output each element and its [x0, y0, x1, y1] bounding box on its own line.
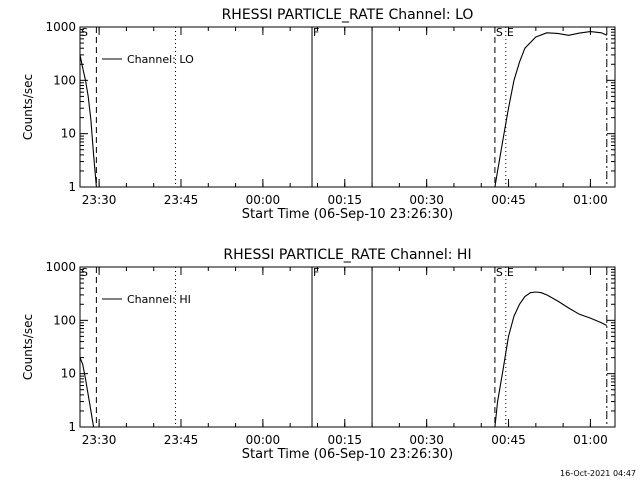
series-line — [494, 291, 608, 428]
plot-frame — [79, 26, 616, 188]
y-axis-label: Counts/sec — [21, 314, 35, 380]
plot-frame — [79, 266, 616, 428]
chart-title: RHESSI PARTICLE_RATE Channel: HI — [223, 247, 471, 263]
event-marker-label: S — [81, 266, 88, 279]
x-tick-label: 23:45 — [164, 193, 199, 207]
event-marker-label: E — [507, 26, 514, 39]
x-tick-label: 00:30 — [409, 433, 444, 447]
legend-label: Channel: HI — [127, 293, 191, 306]
series-line — [494, 31, 608, 188]
x-tick-label: 00:00 — [246, 193, 281, 207]
x-tick-label: 00:45 — [491, 433, 526, 447]
series-line — [79, 54, 97, 188]
x-tick-label: 23:30 — [82, 433, 117, 447]
x-tick-label: 00:30 — [409, 193, 444, 207]
x-tick-label: 23:30 — [82, 193, 117, 207]
panel-lo: RHESSI PARTICLE_RATE Channel: LO 1 10 100 10… — [21, 7, 616, 222]
chart-title: RHESSI PARTICLE_RATE Channel: LO — [222, 7, 474, 23]
legend-label: Channel: LO — [127, 53, 194, 66]
event-marker-label: E — [507, 266, 514, 279]
event-marker-label: F — [313, 26, 319, 39]
x-tick-label: 01:00 — [573, 193, 608, 207]
x-axis-label: Start Time (06-Sep-10 23:26:30) — [242, 447, 453, 462]
x-tick-label: 00:15 — [327, 193, 362, 207]
y-tick-label: 1 — [68, 180, 76, 194]
x-tick-label: 00:00 — [246, 433, 281, 447]
event-marker-label: S — [496, 266, 503, 279]
y-tick-label: 100 — [53, 313, 76, 327]
x-tick-label: 00:45 — [491, 193, 526, 207]
y-axis-label: Counts/sec — [21, 74, 35, 140]
x-tick-label: 00:15 — [327, 433, 362, 447]
y-tick-label: 1000 — [45, 20, 76, 34]
panel-hi: RHESSI PARTICLE_RATE Channel: HI 1 10 100 10… — [21, 247, 616, 462]
y-tick-label: 10 — [61, 127, 76, 141]
x-axis-label: Start Time (06-Sep-10 23:26:30) — [242, 207, 453, 222]
y-tick-label: 1 — [68, 420, 76, 434]
footer-timestamp: 16-Oct-2021 04:47 — [560, 469, 636, 478]
event-marker-label: S — [496, 26, 503, 39]
y-tick-label: 1000 — [45, 260, 76, 274]
series-line — [79, 357, 95, 428]
event-marker-label: S — [81, 26, 88, 39]
event-marker-label: F — [313, 266, 319, 279]
x-tick-label: 01:00 — [573, 433, 608, 447]
y-tick-label: 100 — [53, 73, 76, 87]
x-tick-label: 23:45 — [164, 433, 199, 447]
y-tick-label: 10 — [61, 367, 76, 381]
